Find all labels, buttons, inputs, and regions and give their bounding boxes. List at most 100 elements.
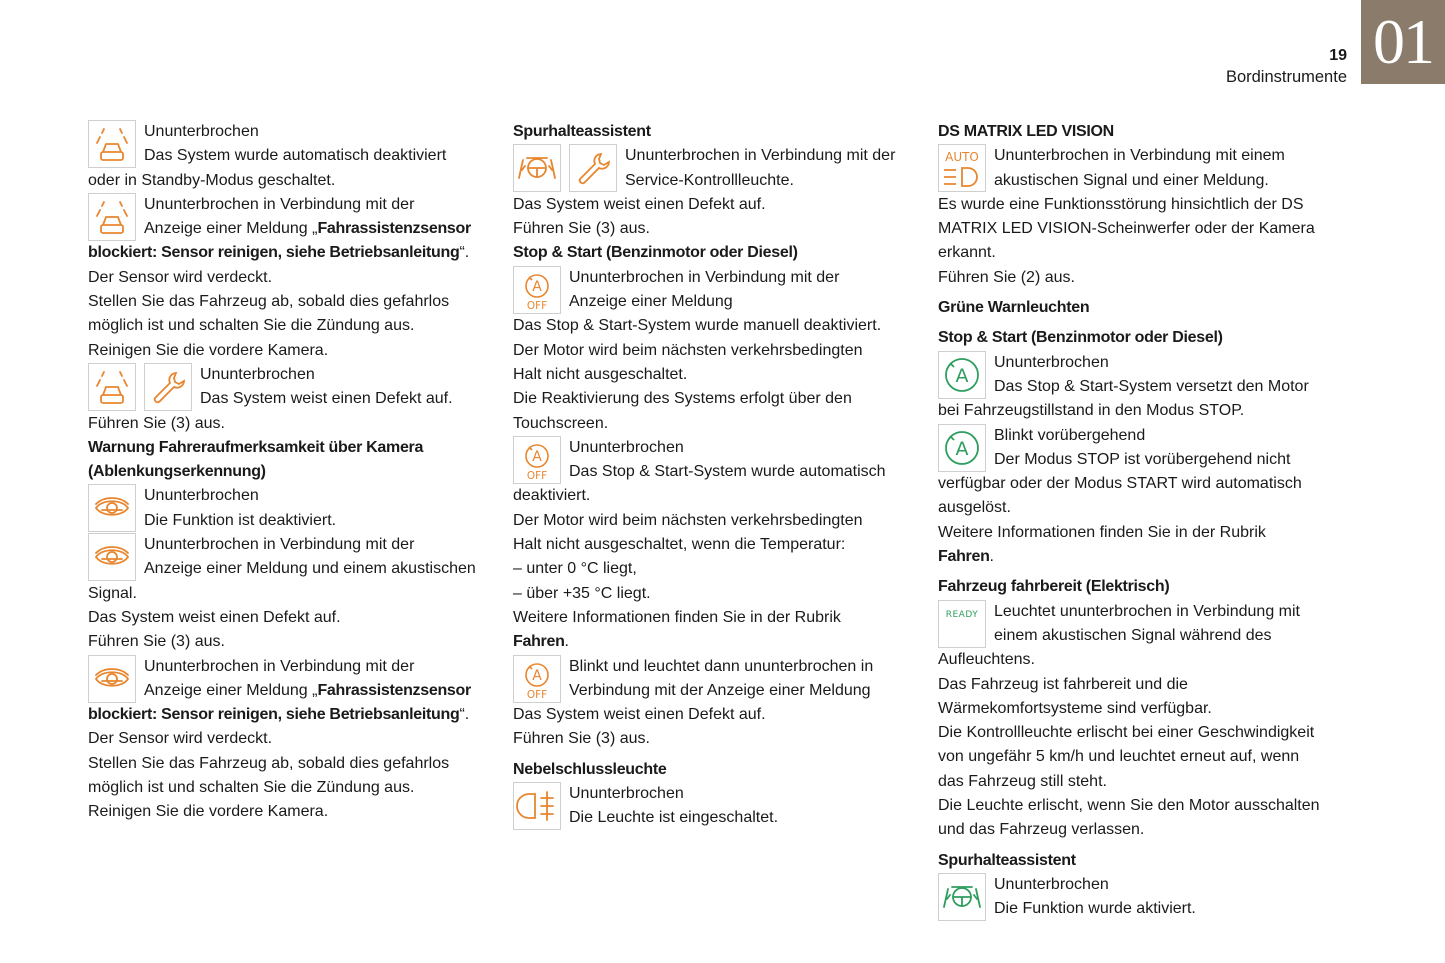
indicator-icons (513, 782, 561, 831)
indicator-icons: A (938, 350, 986, 399)
text-line: möglich ist und schalten Sie die Zündung… (88, 317, 415, 335)
column-1: Ununterbrochen Das System wurde automatis… (88, 120, 493, 825)
indicator-icons: A OFF (513, 654, 561, 703)
text-line: Die Funktion ist deaktiviert. (144, 511, 337, 529)
indicator-entry: Ununterbrochen Die Funktion ist deaktivie… (88, 484, 493, 533)
text-line: bei Fahrzeugstillstand in den Modus STOP… (938, 402, 1245, 420)
bold-text: blockiert: Sensor reinigen, siehe Betrie… (88, 706, 460, 724)
text-line: von ungefähr 5 km/h und leuchtet erneut … (938, 748, 1300, 766)
heading-line: (Ablenkungserkennung) (88, 463, 266, 481)
text-line: Aufleuchtens. (938, 651, 1035, 669)
text-line: Stellen Sie das Fahrzeug ab, sobald dies… (88, 754, 450, 772)
text-line: Der Sensor wird verdeckt. (88, 268, 273, 286)
section-title: Bordinstrumente (1225, 68, 1347, 86)
heading-line: Grüne Warnleuchten (938, 299, 1090, 317)
svg-text:A: A (956, 438, 969, 460)
section-heading: Grüne Warnleuchten (938, 296, 1343, 320)
text-line: Ununterbrochen (569, 438, 684, 456)
text-line: blockiert: Sensor reinigen, siehe Betrie… (88, 703, 493, 727)
text-line: ausgelöst. (938, 499, 1011, 517)
indicator-icons: A (938, 423, 986, 472)
text-line: Der Sensor wird verdeckt. (88, 730, 273, 748)
camera-car-icon (88, 120, 136, 168)
bold-text: Fahrassistenzsensor (317, 681, 471, 699)
text-line: Touchscreen. (513, 414, 609, 432)
indicator-entry: A Blinkt vorübergehend Der Modus STOP ist … (938, 423, 1343, 570)
stop-start-off-icon: A OFF (513, 265, 561, 314)
text-segment: “. (459, 244, 470, 262)
text-line: oder in Standby-Modus geschaltet. (88, 171, 336, 189)
svg-text:A: A (532, 279, 542, 295)
section-heading: Spurhalteassistent (513, 120, 918, 144)
indicator-icons (938, 872, 986, 921)
lane-assist-green-icon (938, 872, 986, 921)
text-line: Ununterbrochen (144, 487, 259, 505)
indicator-entry: A OFF Ununterbrochen in Verbindung mit der… (513, 265, 918, 436)
indicator-icons: A OFF (513, 265, 561, 314)
heading-line: Spurhalteassistent (938, 851, 1076, 869)
text-line: Anzeige einer Meldung „Fahrassistenzsens… (88, 679, 493, 703)
heading-line: Spurhalteassistent (513, 123, 651, 140)
text-line: blockiert: Sensor reinigen, siehe Betrie… (88, 241, 493, 265)
camera-car-icon (88, 192, 136, 241)
svg-text:OFF: OFF (527, 300, 547, 312)
text-line: Das Fahrzeug ist fahrbereit und die (938, 675, 1188, 693)
text-line: Das System weist einen Defekt auf. (200, 390, 453, 408)
text-line: Reinigen Sie die vordere Kamera. (88, 803, 329, 821)
text-line: Der Motor wird beim nächsten verkehrsbed… (513, 511, 863, 529)
text-line: Blinkt und leuchtet dann ununterbrochen … (569, 657, 874, 675)
ready-icon: READY (938, 599, 986, 648)
rear-fog-light-icon (513, 782, 561, 831)
text-line: Es wurde eine Funktionsstörung hinsichtl… (938, 195, 1304, 213)
svg-text:A: A (532, 449, 542, 465)
text-line: Das System wurde automatisch deaktiviert (144, 147, 447, 165)
text-line: einem akustischen Signal während des (994, 626, 1272, 644)
text-line: Weitere Informationen finden Sie in der … (513, 608, 841, 626)
text-line: Anzeige einer Meldung „Fahrassistenzsens… (88, 217, 493, 241)
stop-start-off-icon: A OFF (513, 435, 561, 484)
text-line: Das System weist einen Defekt auf. (513, 195, 766, 213)
indicator-entry: Ununterbrochen in Verbindung mit der Anze… (88, 654, 493, 825)
indicator-icons (88, 120, 136, 168)
text-line: Weitere Informationen finden Sie in der … (938, 523, 1266, 541)
lane-assist-orange-icon (513, 144, 561, 193)
section-heading: Fahrzeug fahrbereit (Elektrisch) (938, 575, 1343, 599)
text-line: Service-Kontrollleuchte. (625, 171, 794, 189)
indicator-icons (88, 654, 136, 703)
indicator-icons (513, 144, 617, 193)
text-line: Leuchtet ununterbrochen in Verbindung mi… (994, 602, 1300, 620)
column-2: Spurhalteassistent Ununterbrochen in Verb… (513, 120, 918, 831)
text-line: Ununterbrochen (144, 123, 259, 140)
indicator-icons (88, 192, 136, 241)
camera-car-icon (88, 362, 136, 411)
indicator-entry: Ununterbrochen in Verbindung mit der Serv… (513, 144, 918, 241)
text-line: Ununterbrochen (994, 875, 1109, 893)
text-line: – unter 0 °C liegt, (513, 560, 637, 578)
section-heading: DS MATRIX LED VISION (938, 120, 1343, 144)
indicator-entry: A OFF Blinkt und leuchtet dann ununterbroc… (513, 654, 918, 752)
heading-line: Nebelschlussleuchte (513, 760, 667, 778)
indicator-entry: Ununterbrochen Die Funktion wurde aktivie… (938, 872, 1343, 922)
text-line: Ununterbrochen (200, 365, 315, 383)
text-line: Ununterbrochen in Verbindung mit der (144, 195, 415, 213)
text-line: Führen Sie (2) aus. (938, 268, 1075, 286)
text-line: verfügbar oder der Modus START wird auto… (938, 475, 1302, 493)
svg-text:OFF: OFF (527, 470, 547, 482)
heading-line: Warnung Fahreraufmerksamkeit über Kamera (88, 438, 424, 456)
text-line: Die Kontrollleuchte erlischt bei einer G… (938, 724, 1315, 742)
page-number: 19 (1329, 47, 1347, 64)
svg-text:OFF: OFF (527, 689, 547, 701)
text-line: Ununterbrochen (569, 785, 684, 803)
stop-start-off-icon: A OFF (513, 654, 561, 703)
text-line: und das Fahrzeug verlassen. (938, 821, 1145, 839)
bold-text: Fahren (938, 548, 990, 566)
text-line: Blinkt vorübergehend (994, 426, 1146, 444)
indicator-entry: Ununterbrochen Das System weist einen Def… (88, 362, 493, 436)
bold-text: blockiert: Sensor reinigen, siehe Betrie… (88, 244, 460, 262)
text-line: das Fahrzeug still steht. (938, 772, 1107, 790)
text-segment: . (989, 548, 994, 566)
text-line: Der Motor wird beim nächsten verkehrsbed… (513, 341, 863, 359)
svg-text:A: A (956, 365, 969, 387)
driver-eye-icon (88, 533, 136, 582)
text-line: Anzeige einer Meldung (569, 293, 733, 311)
